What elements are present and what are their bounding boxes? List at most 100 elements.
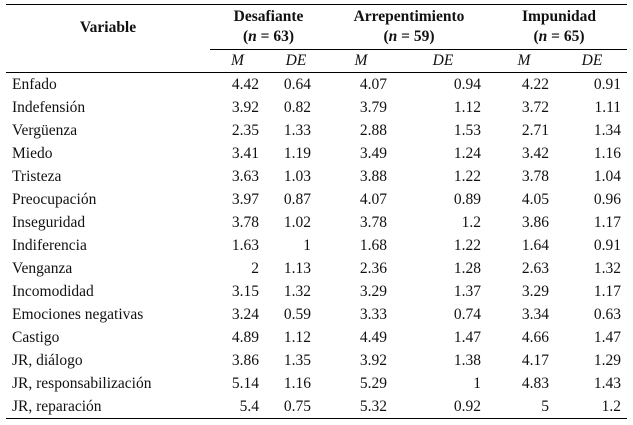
cell-mean: 5 xyxy=(491,395,557,419)
cell-sd: 1.12 xyxy=(283,329,311,346)
n-label: n xyxy=(388,28,398,45)
cell-mean: 3.49 xyxy=(359,145,387,162)
cell-sd: 1.34 xyxy=(593,122,621,139)
cell-sd: 0.89 xyxy=(453,191,481,208)
variable-header: Variable xyxy=(79,19,137,37)
table-row: Indefensión 3.92 0.82 3.79 1.12 3.72 1.11 xyxy=(6,96,627,119)
cell-sd: 1.32 xyxy=(283,283,311,300)
cell-mean: 2.36 xyxy=(359,260,387,277)
cell-mean: 2.35 xyxy=(231,122,259,139)
cell-mean: 4.83 xyxy=(521,375,549,392)
cell-mean: 3.24 xyxy=(231,306,259,323)
cell-sd: 0.96 xyxy=(593,191,621,208)
row-label: Inseguridad xyxy=(12,214,86,231)
cell-mean: 2 xyxy=(251,260,259,277)
cell-mean: 1.63 xyxy=(231,237,259,254)
cell-sd: 1.47 xyxy=(593,329,621,346)
cell-sd: 1 xyxy=(303,237,311,254)
table-row: JR, reparación 5.4 0.75 5.32 0.92 5 1.2 xyxy=(6,395,627,419)
cell-mean: 3.29 xyxy=(359,283,387,300)
group-arrepentimiento-name: Arrepentimiento xyxy=(353,8,465,25)
cell-sd: 0.91 xyxy=(593,237,621,254)
stat-header-m: M xyxy=(354,52,368,69)
cell-sd: 0.82 xyxy=(283,99,311,116)
cell-sd: 1.29 xyxy=(593,352,621,369)
cell-mean: 3.29 xyxy=(521,283,549,300)
cell-mean: 4.07 xyxy=(359,191,387,208)
cell-sd: 1 xyxy=(473,375,481,392)
row-label: Preocupación xyxy=(12,191,97,208)
cell-mean: 4.22 xyxy=(521,76,549,93)
group-desafiante-name: Desafiante xyxy=(233,8,304,25)
cell-mean: 3.88 xyxy=(359,168,387,185)
cell-sd: 1.04 xyxy=(593,168,621,185)
cell-mean: 3.33 xyxy=(359,306,387,323)
table-row: Miedo 3.41 1.19 3.49 1.24 3.42 1.16 xyxy=(6,142,627,165)
row-label: Indefensión xyxy=(12,99,86,116)
row-label: Indiferencia xyxy=(12,237,87,254)
group-arrepentimiento-n: (n = 59) xyxy=(327,27,491,50)
cell-mean: 3.78 xyxy=(521,168,549,185)
cell-mean: 3.34 xyxy=(521,306,549,323)
cell-sd: 0.87 xyxy=(283,191,311,208)
cell-sd: 0.74 xyxy=(453,306,481,323)
stat-header-m: M xyxy=(231,52,244,69)
cell-sd: 1.17 xyxy=(593,283,621,300)
cell-mean: 4.17 xyxy=(521,352,549,369)
cell-mean: 4.05 xyxy=(521,191,549,208)
cell-sd: 1.35 xyxy=(283,352,311,369)
cell-sd: 1.28 xyxy=(453,260,481,277)
n-value: = 59) xyxy=(397,28,435,45)
cell-sd: 1.17 xyxy=(593,214,621,231)
row-label: Incomodidad xyxy=(12,283,94,300)
n-label: n xyxy=(538,28,548,45)
cell-mean: 3.78 xyxy=(359,214,387,231)
cell-mean: 3.15 xyxy=(231,283,259,300)
cell-sd: 1.32 xyxy=(593,260,621,277)
cell-sd: 0.91 xyxy=(593,76,621,93)
cell-sd: 1.33 xyxy=(283,122,311,139)
cell-mean: 3.86 xyxy=(521,214,549,231)
cell-mean: 3.78 xyxy=(231,214,259,231)
cell-mean: 3.72 xyxy=(521,99,549,116)
cell-mean: 2.63 xyxy=(521,260,549,277)
stat-header-empty xyxy=(6,50,210,73)
row-label: Miedo xyxy=(12,145,53,162)
cell-sd: 1.13 xyxy=(283,260,311,277)
cell-sd: 1.16 xyxy=(283,375,311,392)
stat-header-m: M xyxy=(517,52,531,69)
cell-mean: 4.66 xyxy=(521,329,549,346)
row-label: Enfado xyxy=(12,76,57,93)
cell-sd: 0.75 xyxy=(265,395,327,419)
table-row: Venganza 2 1.13 2.36 1.28 2.63 1.32 xyxy=(6,257,627,280)
cell-mean: 2.88 xyxy=(359,122,387,139)
cell-mean: 3.92 xyxy=(231,99,259,116)
emotions-table: Variable Desafiante Arrepentimiento Impu… xyxy=(6,4,627,419)
table-row: JR, diálogo 3.86 1.35 3.92 1.38 4.17 1.29 xyxy=(6,349,627,372)
row-label: Venganza xyxy=(12,260,73,277)
table-row: Inseguridad 3.78 1.02 3.78 1.2 3.86 1.17 xyxy=(6,211,627,234)
cell-mean: 4.89 xyxy=(231,329,259,346)
cell-sd: 1.16 xyxy=(593,145,621,162)
table-row: Preocupación 3.97 0.87 4.07 0.89 4.05 0.96 xyxy=(6,188,627,211)
n-label: n xyxy=(248,28,257,45)
cell-sd: 1.12 xyxy=(453,99,481,116)
cell-mean: 3.86 xyxy=(231,352,259,369)
cell-mean: 3.63 xyxy=(231,168,259,185)
cell-mean: 4.07 xyxy=(359,76,387,93)
n-open-paren: ( xyxy=(533,28,539,45)
cell-sd: 0.92 xyxy=(395,395,491,419)
cell-mean: 4.42 xyxy=(231,76,259,93)
cell-sd: 0.64 xyxy=(283,76,311,93)
cell-mean: 5.29 xyxy=(359,375,387,392)
n-open-paren: ( xyxy=(383,28,389,45)
cell-mean: 2.71 xyxy=(521,122,549,139)
n-value: = 63) xyxy=(256,28,295,45)
row-label: Castigo xyxy=(12,329,60,346)
group-desafiante-n: (n = 63) xyxy=(210,27,327,50)
table-row: Emociones negativas 3.24 0.59 3.33 0.74 3.34 0… xyxy=(6,303,627,326)
table-row: Indiferencia 1.63 1 1.68 1.22 1.64 0.91 xyxy=(6,234,627,257)
cell-sd: 1.2 xyxy=(557,395,627,419)
n-open-paren: ( xyxy=(242,28,249,45)
